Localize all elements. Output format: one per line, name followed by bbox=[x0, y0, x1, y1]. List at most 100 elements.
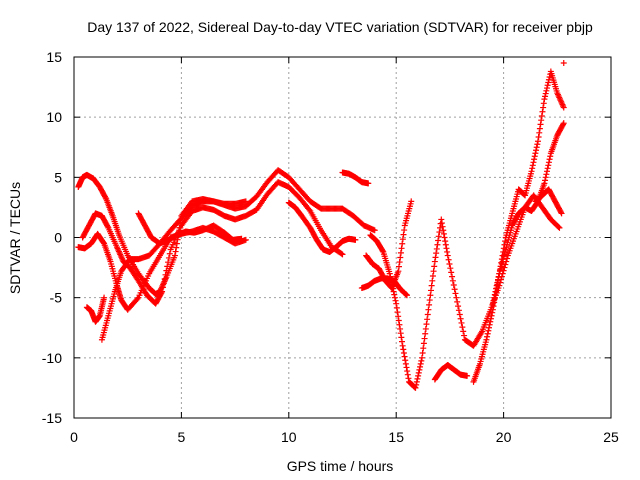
data-point bbox=[365, 180, 372, 187]
series-trace-d bbox=[98, 198, 249, 343]
data-point bbox=[542, 93, 549, 100]
data-point bbox=[402, 291, 409, 298]
data-point bbox=[538, 112, 545, 119]
data-point bbox=[422, 325, 429, 332]
data-point bbox=[495, 273, 502, 280]
data-point bbox=[543, 171, 550, 178]
data-point bbox=[102, 194, 109, 201]
data-point bbox=[431, 263, 438, 270]
data-point bbox=[460, 328, 467, 335]
data-point bbox=[444, 252, 451, 259]
data-point bbox=[455, 307, 462, 314]
data-point bbox=[458, 319, 465, 326]
data-point bbox=[556, 224, 563, 231]
data-point bbox=[391, 294, 398, 301]
data-point bbox=[306, 206, 313, 213]
data-point bbox=[489, 306, 496, 313]
data-point bbox=[455, 303, 462, 310]
data-point bbox=[484, 330, 491, 337]
data-point bbox=[159, 288, 166, 295]
data-point bbox=[412, 384, 419, 391]
data-point bbox=[440, 230, 447, 237]
data-point bbox=[443, 245, 450, 252]
data-point bbox=[541, 180, 548, 187]
data-point bbox=[390, 288, 397, 295]
data-point bbox=[423, 321, 430, 328]
data-point bbox=[419, 350, 426, 357]
data-point bbox=[449, 273, 456, 280]
data-point bbox=[104, 223, 111, 230]
data-point bbox=[442, 238, 449, 245]
data-point bbox=[238, 235, 245, 242]
data-point bbox=[166, 250, 173, 257]
data-point bbox=[134, 295, 141, 302]
y-tick-label: 15 bbox=[46, 49, 62, 65]
x-tick-label: 10 bbox=[281, 429, 297, 445]
data-point bbox=[401, 353, 408, 360]
data-point bbox=[543, 168, 550, 175]
data-point bbox=[392, 297, 399, 304]
data-point bbox=[502, 261, 509, 268]
data-point bbox=[540, 100, 547, 107]
series-trace-h bbox=[339, 169, 372, 187]
data-point bbox=[534, 138, 541, 145]
data-point bbox=[445, 256, 452, 263]
data-point bbox=[404, 371, 411, 378]
data-point bbox=[418, 357, 425, 364]
x-tick-label: 20 bbox=[496, 429, 512, 445]
data-point bbox=[535, 134, 542, 141]
data-point bbox=[485, 324, 492, 331]
data-point bbox=[391, 291, 398, 298]
data-point bbox=[532, 150, 539, 157]
data-point bbox=[424, 311, 431, 318]
data-point bbox=[536, 125, 543, 132]
data-point bbox=[493, 282, 500, 289]
data-point bbox=[560, 121, 567, 128]
series-trace-g bbox=[285, 199, 359, 255]
data-point bbox=[430, 268, 437, 275]
data-point bbox=[339, 251, 346, 258]
data-point bbox=[504, 255, 511, 262]
data-point bbox=[485, 327, 492, 334]
x-tick-label: 5 bbox=[178, 429, 186, 445]
data-point bbox=[395, 268, 402, 275]
data-point bbox=[379, 247, 386, 254]
data-point bbox=[489, 300, 496, 307]
data-point bbox=[435, 233, 442, 240]
data-point bbox=[501, 264, 508, 271]
data-point bbox=[446, 260, 453, 267]
data-point bbox=[386, 270, 393, 277]
data-point bbox=[162, 271, 169, 278]
data-point bbox=[530, 159, 537, 166]
data-point bbox=[454, 298, 461, 305]
data-point bbox=[338, 250, 345, 257]
data-point bbox=[421, 335, 428, 342]
y-tick-label: -15 bbox=[42, 410, 62, 426]
data-point bbox=[427, 287, 434, 294]
data-point bbox=[560, 60, 567, 67]
data-point bbox=[491, 294, 498, 301]
data-point bbox=[444, 248, 451, 255]
data-point bbox=[542, 177, 549, 184]
data-point bbox=[547, 153, 554, 160]
data-point bbox=[161, 276, 168, 283]
data-point bbox=[402, 357, 409, 364]
x-tick-label: 25 bbox=[603, 429, 619, 445]
data-point bbox=[436, 229, 443, 236]
data-point bbox=[159, 284, 166, 291]
data-point bbox=[400, 346, 407, 353]
data-point bbox=[393, 300, 400, 307]
data-point bbox=[403, 291, 410, 298]
data-point bbox=[371, 227, 378, 234]
data-point bbox=[439, 223, 446, 230]
data-point bbox=[461, 332, 468, 339]
data-point bbox=[486, 321, 493, 328]
data-point bbox=[533, 144, 540, 151]
data-point bbox=[533, 147, 540, 154]
data-point bbox=[173, 240, 180, 247]
x-axis-label: GPS time / hours bbox=[287, 458, 394, 474]
x-tick-label: 0 bbox=[70, 429, 78, 445]
data-point bbox=[447, 265, 454, 272]
data-point bbox=[489, 309, 496, 316]
